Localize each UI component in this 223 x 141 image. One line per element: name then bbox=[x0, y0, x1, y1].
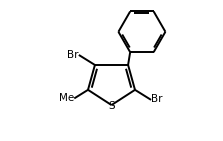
Text: Me: Me bbox=[59, 93, 74, 103]
Text: Br: Br bbox=[68, 50, 79, 60]
Text: Br: Br bbox=[151, 94, 162, 104]
Text: S: S bbox=[108, 101, 115, 111]
